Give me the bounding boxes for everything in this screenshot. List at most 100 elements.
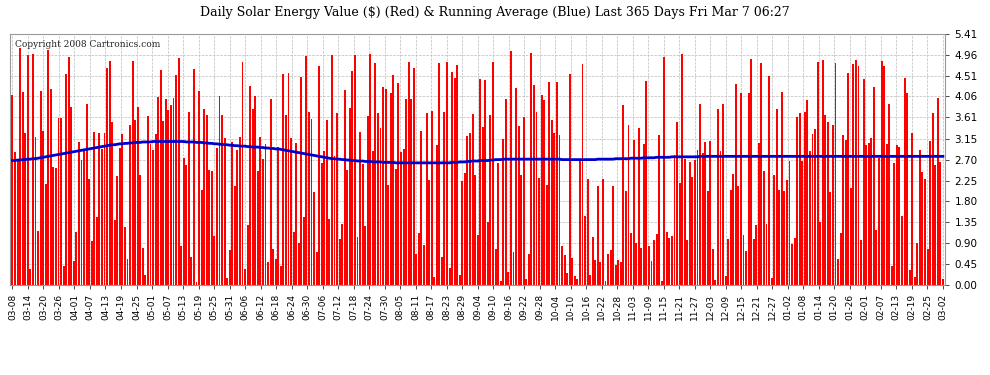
Bar (127, 259, 129, 285)
Bar (111, 122, 113, 285)
Bar (193, 69, 195, 285)
Bar (855, 60, 857, 285)
Bar (80, 160, 82, 285)
Bar (224, 138, 226, 285)
Bar (888, 104, 890, 285)
Bar (180, 246, 182, 285)
Bar (571, 258, 573, 285)
Bar (226, 278, 228, 285)
Bar (686, 240, 688, 285)
Bar (413, 68, 415, 285)
Bar (162, 121, 164, 285)
Bar (431, 111, 433, 285)
Bar (566, 273, 568, 285)
Bar (492, 62, 494, 285)
Bar (812, 134, 814, 285)
Bar (354, 55, 356, 285)
Bar (285, 115, 287, 285)
Bar (740, 93, 742, 285)
Bar (369, 54, 371, 285)
Bar (536, 112, 538, 285)
Bar (140, 175, 142, 285)
Bar (306, 56, 307, 285)
Bar (232, 142, 234, 285)
Bar (40, 90, 42, 285)
Bar (196, 282, 197, 285)
Bar (799, 113, 801, 285)
Bar (763, 171, 765, 285)
Bar (57, 118, 59, 285)
Bar (22, 92, 24, 285)
Bar (589, 275, 591, 285)
Bar (334, 156, 336, 285)
Bar (237, 150, 239, 285)
Bar (770, 278, 772, 285)
Bar (932, 114, 934, 285)
Bar (408, 62, 410, 285)
Bar (668, 238, 670, 285)
Bar (444, 112, 446, 285)
Bar (715, 280, 717, 285)
Bar (441, 257, 443, 285)
Bar (458, 275, 460, 285)
Bar (862, 79, 864, 285)
Bar (484, 80, 486, 285)
Bar (12, 95, 14, 285)
Bar (461, 181, 463, 285)
Bar (324, 152, 326, 285)
Bar (474, 175, 476, 285)
Bar (392, 75, 394, 285)
Bar (211, 171, 213, 285)
Bar (807, 100, 809, 285)
Bar (576, 279, 578, 285)
Bar (109, 61, 111, 285)
Bar (791, 244, 793, 285)
Bar (655, 234, 657, 285)
Bar (372, 151, 374, 285)
Bar (587, 179, 588, 285)
Bar (765, 224, 767, 285)
Bar (497, 164, 499, 285)
Bar (119, 148, 121, 285)
Bar (625, 191, 627, 285)
Bar (518, 126, 520, 285)
Bar (489, 115, 491, 285)
Bar (239, 136, 241, 285)
Bar (849, 188, 851, 285)
Bar (55, 168, 56, 285)
Bar (937, 98, 939, 285)
Bar (254, 96, 256, 285)
Bar (835, 63, 837, 285)
Bar (550, 120, 552, 285)
Bar (825, 115, 827, 285)
Bar (421, 131, 423, 285)
Bar (311, 120, 313, 285)
Bar (735, 84, 737, 285)
Bar (157, 97, 159, 285)
Bar (303, 217, 305, 285)
Bar (648, 246, 649, 285)
Bar (221, 115, 223, 285)
Bar (592, 237, 594, 285)
Bar (745, 251, 747, 285)
Bar (245, 270, 247, 285)
Bar (832, 125, 834, 285)
Bar (466, 136, 468, 285)
Bar (610, 250, 612, 285)
Bar (129, 125, 131, 285)
Bar (922, 172, 924, 285)
Bar (814, 129, 816, 285)
Bar (728, 239, 730, 285)
Bar (840, 232, 842, 285)
Bar (623, 105, 625, 285)
Bar (88, 179, 90, 285)
Bar (663, 57, 665, 285)
Bar (886, 144, 888, 285)
Bar (316, 252, 318, 285)
Bar (531, 53, 533, 285)
Bar (17, 160, 19, 285)
Bar (558, 135, 560, 285)
Bar (842, 135, 844, 285)
Bar (722, 104, 724, 285)
Bar (206, 114, 208, 285)
